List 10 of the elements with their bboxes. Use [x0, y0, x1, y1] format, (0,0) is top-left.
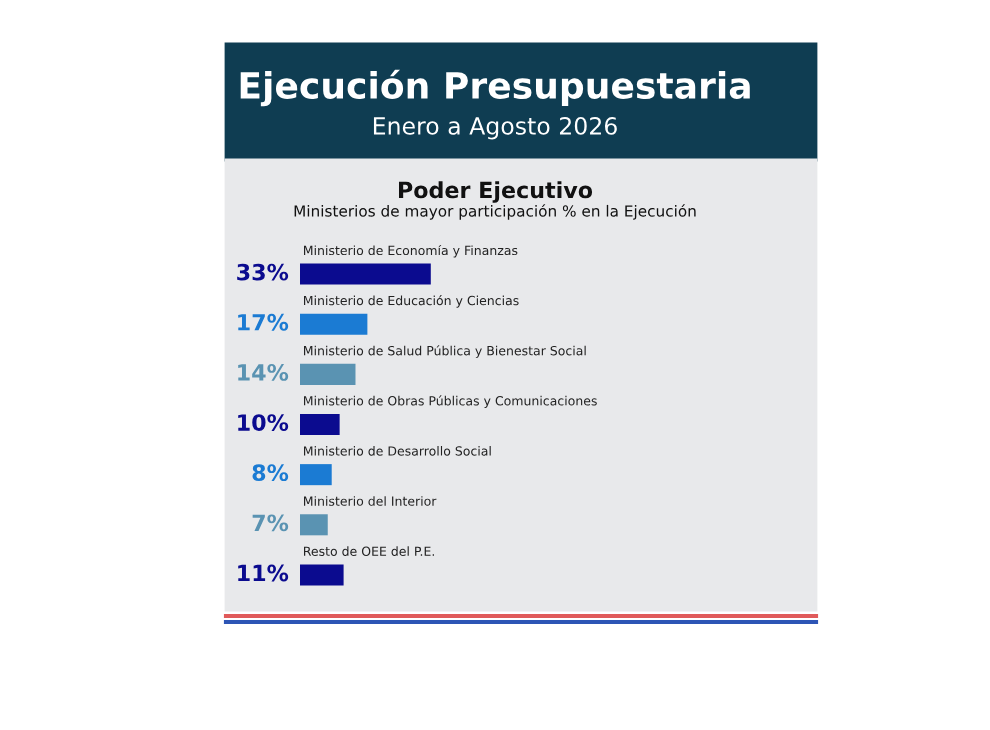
data-label: 17%	[238, 313, 289, 331]
data-label: 8%	[252, 464, 289, 482]
chart-title: Ejecución Presupuestaria	[240, 69, 750, 107]
data-label: 33%	[237, 263, 289, 281]
data-label: 7%	[252, 514, 289, 532]
data-label: 11%	[238, 564, 289, 582]
data-label: 14%	[238, 364, 289, 381]
text: Poder Ejecutivo	[399, 181, 593, 203]
data-label: 10%	[238, 414, 289, 431]
text: Enero a Agosto 2026	[373, 116, 617, 140]
